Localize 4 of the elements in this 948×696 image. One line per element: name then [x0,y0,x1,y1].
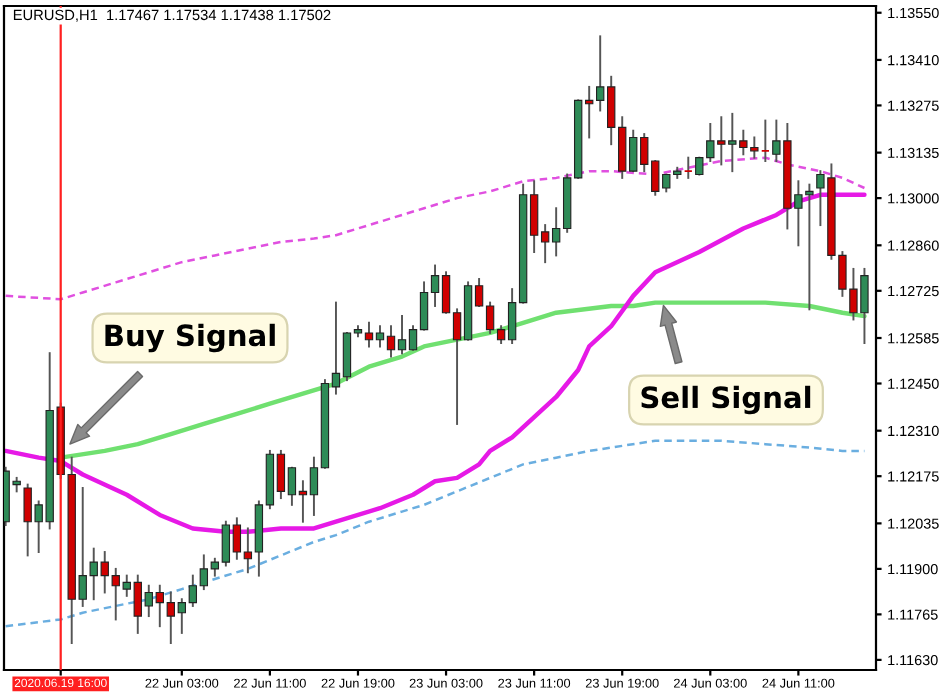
annotation: Sell Signal [641,385,811,415]
line-series [4,156,866,301]
line-series [4,192,867,535]
annotation: Buy Signal [105,323,275,353]
